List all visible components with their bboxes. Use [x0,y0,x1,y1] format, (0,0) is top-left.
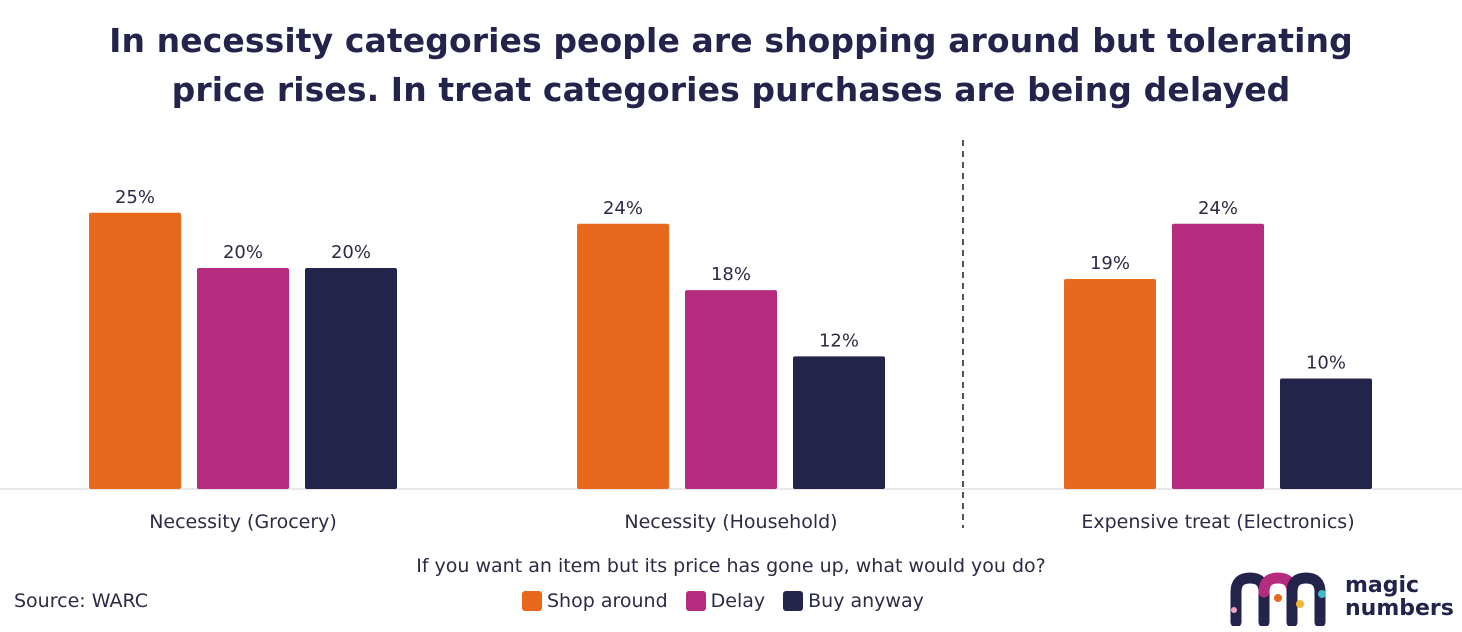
data-label-buy-anyway-necessity-household: 12% [819,330,859,351]
legend-item-buy-anyway: Buy anyway [783,590,924,612]
logo-word-numbers: numbers [1345,596,1454,621]
legend-item-shop-around: Shop around [522,590,668,612]
category-label-necessity-grocery: Necessity (Grocery) [149,511,337,533]
bar-delay-expensive-treat-electronics [1172,223,1264,490]
data-label-shop-around-expensive-treat-electronics: 19% [1090,253,1130,274]
data-label-shop-around-necessity-household: 24% [603,198,643,219]
data-label-delay-necessity-household: 18% [711,264,751,285]
chart-title: In necessity categories people are shopp… [0,16,1462,114]
category-label-necessity-household: Necessity (Household) [624,511,837,533]
bar-buy-anyway-necessity-household [793,356,885,489]
category-label-expensive-treat-electronics: Expensive treat (Electronics) [1081,511,1354,533]
bar-shop-around-necessity-household [577,223,669,490]
legend-swatch-delay [685,591,706,611]
legend-label-buy-anyway: Buy anyway [808,590,924,612]
logo-word-magic: magic [1345,573,1420,598]
data-label-buy-anyway-expensive-treat-electronics: 10% [1306,353,1346,374]
source-note: Source: WARC [14,590,148,612]
data-label-buy-anyway-necessity-grocery: 20% [331,242,371,263]
survey-question: If you want an item but its price has go… [416,555,1046,577]
legend-swatch-buy-anyway [783,591,804,611]
bar-delay-necessity-grocery [197,268,289,489]
data-label-shop-around-necessity-grocery: 25% [115,187,155,208]
bar-shop-around-necessity-grocery [89,212,181,489]
legend: Shop around Delay Buy anyway [522,588,942,614]
chart-title-line-2: price rises. In treat categories purchas… [171,70,1291,109]
chart-title-line-1: In necessity categories people are shopp… [109,21,1353,60]
legend-label-delay: Delay [710,590,766,612]
bar-buy-anyway-expensive-treat-electronics [1280,378,1372,489]
magic-numbers-logo: magic numbers [1230,570,1460,628]
data-label-delay-expensive-treat-electronics: 24% [1198,198,1238,219]
logo-wordmark: magic numbers [1345,574,1454,620]
logo-mark-icon [1230,572,1326,628]
legend-label-shop-around: Shop around [547,590,668,612]
bar-delay-necessity-household [685,290,777,489]
legend-item-delay: Delay [685,590,766,612]
data-label-delay-necessity-grocery: 20% [223,242,263,263]
bar-buy-anyway-necessity-grocery [305,268,397,489]
bar-shop-around-expensive-treat-electronics [1064,279,1156,489]
legend-swatch-shop-around [522,591,542,611]
